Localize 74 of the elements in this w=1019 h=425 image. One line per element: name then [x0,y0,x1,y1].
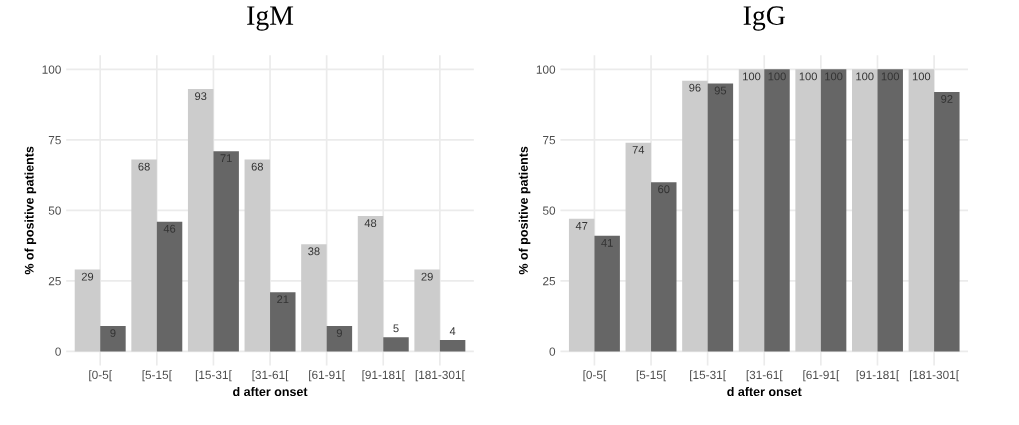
bar [383,337,409,352]
x-tick-label: [181-301[ [415,370,465,382]
y-tick-label: 0 [55,347,61,356]
bar [820,69,847,352]
data-label: 68 [251,162,263,171]
bar [594,235,620,352]
x-axis-title: d after onset [233,386,308,397]
data-label: 47 [575,222,588,230]
data-label: 68 [138,162,150,171]
y-tick-label: 50 [48,206,61,215]
data-label: 93 [195,92,207,101]
data-label: 74 [632,145,645,154]
x-tick-label: [61-91[ [803,370,840,382]
bar [682,80,708,352]
chart-title: IgM [247,6,294,31]
y-tick-label: 25 [543,276,556,286]
y-tick-label: 50 [542,206,556,215]
data-label: 96 [689,83,701,92]
x-tick-label: [0-5[ [583,370,607,382]
y-tick-label: 0 [549,347,556,356]
y-tick-label: 75 [543,136,556,145]
bar [738,69,765,352]
y-tick-label: 100 [536,65,556,74]
data-label: 48 [364,219,377,227]
chart-title: IgG [743,6,785,31]
bar [651,182,677,352]
bar [301,244,327,352]
x-tick-label: [15-31[ [690,370,726,382]
bar [877,69,903,352]
data-label: 100 [912,72,931,81]
data-label: 29 [81,272,94,281]
bar [439,340,466,352]
data-label: 100 [856,72,874,81]
bar [414,269,440,352]
data-label: 29 [421,272,433,281]
x-tick-label: [61-91[ [309,370,345,382]
bar [187,89,214,352]
x-tick-label: [181-301[ [909,370,959,382]
bar [74,269,101,352]
x-tick-label: [5-15[ [142,370,172,382]
x-tick-label: [91-181[ [856,370,900,382]
x-tick-label: [31-61[ [746,370,783,382]
x-tick-label: [5-15[ [636,370,667,382]
data-label: 5 [393,324,399,333]
x-tick-label: [15-31[ [195,370,232,382]
y-axis-title: % of positive patients [24,146,37,275]
y-tick-label: 75 [48,136,61,145]
bar [213,151,239,352]
data-label: 100 [743,72,761,81]
data-label: 38 [308,247,320,256]
bar [764,69,790,352]
x-tick-label: [31-61[ [252,370,289,382]
y-tick-label: 25 [48,276,61,286]
bar [934,91,960,352]
bar [625,142,652,352]
bar [156,221,183,352]
bar [131,159,157,352]
bar [270,292,296,352]
x-tick-label: [91-181[ [362,370,405,382]
bar [244,159,271,352]
bar [100,326,126,352]
data-label: 4 [449,327,456,335]
bar [707,83,734,352]
bar [795,69,821,352]
bar [357,216,384,352]
x-axis-title: d after onset [727,386,802,397]
y-tick-label: 100 [42,65,61,74]
bar [326,326,353,352]
data-label: 100 [799,72,817,81]
bar [568,218,595,352]
bar [852,69,878,352]
bar [908,69,935,352]
x-tick-label: [0-5[ [89,370,112,382]
y-axis-title: % of positive patients [518,146,531,275]
